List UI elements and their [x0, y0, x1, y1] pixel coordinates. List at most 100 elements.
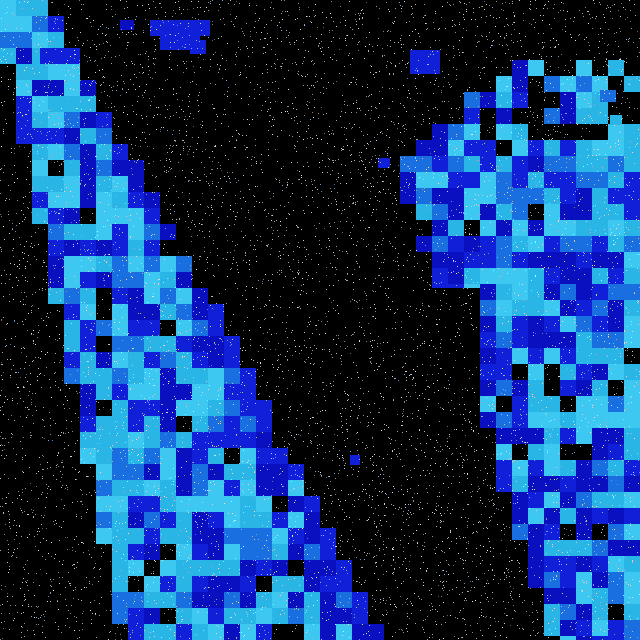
noise-pixel [567, 473, 568, 474]
noise-pixel [424, 398, 425, 399]
noise-pixel [394, 170, 395, 171]
noise-pixel [526, 187, 527, 188]
left-band-cell [96, 112, 112, 128]
right-band-cell [560, 364, 576, 380]
noise-pixel [195, 521, 196, 522]
noise-pixel [66, 202, 67, 203]
noise-pixel [192, 462, 193, 463]
noise-pixel [101, 597, 102, 598]
noise-pixel [477, 477, 478, 478]
noise-pixel [503, 344, 504, 345]
left-band-cell [96, 480, 112, 496]
noise-pixel [550, 40, 551, 41]
noise-pixel [137, 5, 138, 6]
noise-pixel [430, 47, 431, 48]
noise-pixel [273, 612, 274, 613]
noise-pixel [89, 99, 90, 100]
noise-pixel [509, 453, 510, 454]
noise-pixel [638, 324, 639, 325]
right-band-cell [560, 108, 576, 124]
noise-pixel [351, 128, 352, 129]
noise-pixel [165, 434, 166, 435]
noise-pixel [185, 528, 186, 529]
noise-pixel [498, 130, 499, 131]
noise-pixel [498, 33, 499, 34]
noise-pixel [451, 238, 452, 239]
noise-pixel [289, 266, 290, 267]
noise-pixel [160, 215, 161, 216]
noise-pixel [423, 534, 424, 535]
right-band-cell [464, 252, 480, 268]
noise-pixel [145, 138, 146, 139]
left-band-cell [32, 0, 48, 16]
noise-pixel [31, 243, 32, 244]
noise-pixel [123, 428, 124, 429]
left-band-cell [16, 16, 32, 32]
noise-pixel [124, 322, 125, 323]
noise-pixel [339, 450, 340, 451]
noise-pixel [582, 504, 583, 505]
noise-pixel [36, 606, 37, 607]
noise-pixel [455, 336, 456, 337]
noise-pixel [605, 197, 606, 198]
noise-pixel [136, 137, 137, 138]
noise-pixel [313, 85, 314, 86]
noise-pixel [434, 392, 435, 393]
noise-pixel [236, 216, 237, 217]
noise-pixel [271, 334, 272, 335]
noise-pixel [301, 430, 302, 431]
noise-pixel [498, 192, 499, 193]
noise-pixel [223, 306, 224, 307]
noise-pixel [386, 600, 387, 601]
noise-pixel [386, 212, 387, 213]
noise-pixel [63, 161, 64, 162]
noise-pixel [558, 559, 559, 560]
noise-pixel [479, 353, 480, 354]
noise-pixel [333, 300, 334, 301]
noise-pixel [449, 436, 450, 437]
noise-pixel [291, 511, 292, 512]
noise-pixel [423, 121, 424, 122]
noise-pixel [411, 603, 412, 604]
noise-pixel [394, 354, 395, 355]
noise-pixel [77, 562, 78, 563]
noise-pixel [241, 632, 242, 633]
right-band-cell [576, 60, 592, 76]
right-band-cell [416, 156, 432, 172]
right-band-cell [544, 508, 560, 524]
left-band-cell [144, 464, 160, 480]
noise-pixel [506, 637, 507, 638]
noise-pixel [377, 261, 378, 262]
left-band-cell [240, 592, 256, 608]
noise-pixel [94, 547, 95, 548]
noise-pixel [571, 370, 572, 371]
noise-pixel [593, 585, 594, 586]
noise-pixel [319, 334, 320, 335]
noise-pixel [215, 546, 216, 547]
noise-pixel [401, 583, 402, 584]
noise-pixel [499, 44, 500, 45]
noise-pixel [429, 399, 430, 400]
noise-pixel [434, 70, 435, 71]
noise-pixel [111, 63, 112, 64]
noise-pixel [436, 324, 437, 325]
noise-pixel [288, 255, 289, 256]
noise-pixel [11, 437, 12, 438]
noise-pixel [588, 596, 589, 597]
noise-pixel [121, 528, 122, 529]
noise-pixel [541, 470, 542, 471]
noise-pixel [479, 521, 480, 522]
noise-pixel [22, 512, 23, 513]
noise-pixel [628, 461, 629, 462]
noise-pixel [626, 582, 627, 583]
noise-pixel [491, 500, 492, 501]
left-band-cell [32, 160, 48, 176]
noise-pixel [344, 512, 345, 513]
right-band-cell [592, 332, 608, 348]
noise-pixel [284, 206, 285, 207]
noise-pixel [493, 40, 494, 41]
noise-pixel [163, 248, 164, 249]
noise-pixel [266, 64, 267, 65]
noise-pixel [50, 467, 51, 468]
noise-pixel [446, 571, 447, 572]
